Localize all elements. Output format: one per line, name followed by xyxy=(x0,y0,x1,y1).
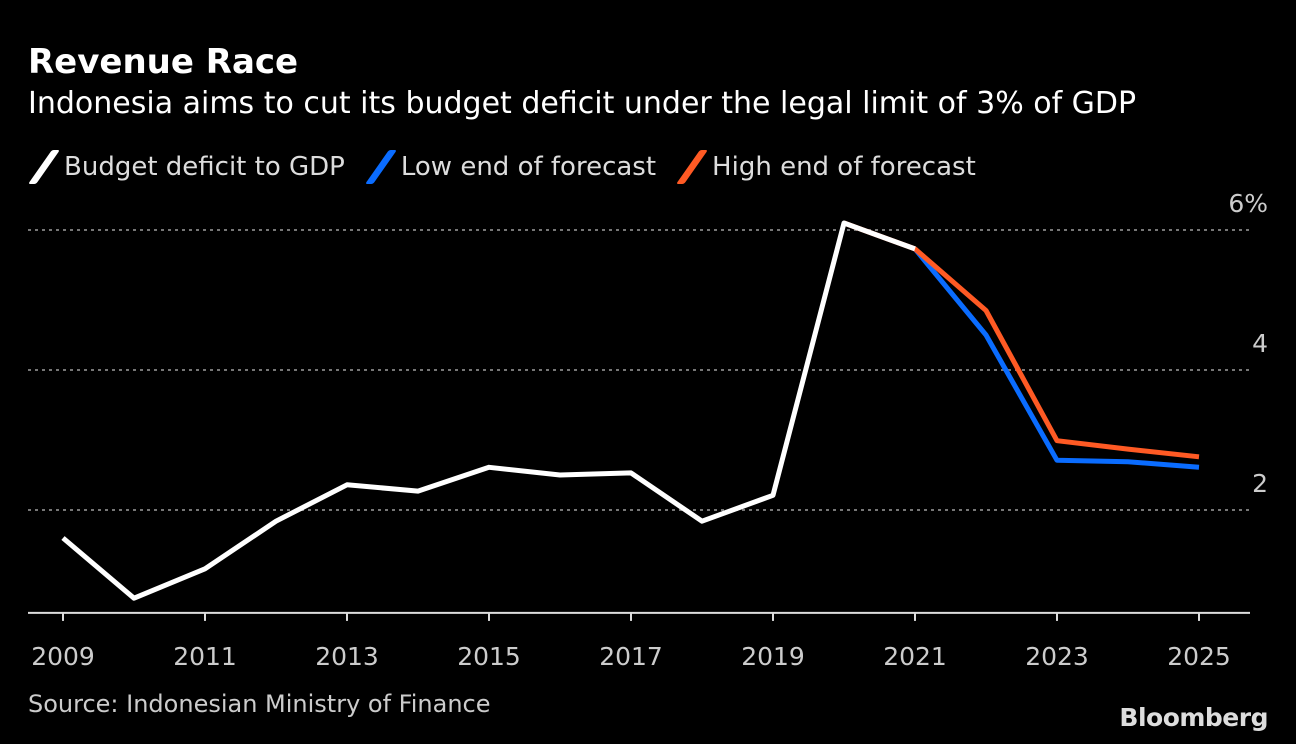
legend-label: Budget deficit to GDP xyxy=(64,152,345,182)
y-tick-label: 6% xyxy=(1228,189,1268,218)
source-note: Source: Indonesian Ministry of Finance xyxy=(28,690,491,718)
x-tick-label: 2017 xyxy=(599,642,663,671)
legend: Budget deficit to GDP Low end of forecas… xyxy=(28,150,976,184)
bloomberg-logo: Bloomberg xyxy=(1119,703,1268,732)
x-tick-label: 2021 xyxy=(883,642,947,671)
chart-subtitle: Indonesia aims to cut its budget deficit… xyxy=(28,86,1137,121)
x-tick-label: 2009 xyxy=(31,642,95,671)
series-line-budget-deficit-to-gdp xyxy=(61,220,916,601)
y-tick-label: 4 xyxy=(1252,329,1268,358)
x-tick-label: 2015 xyxy=(457,642,521,671)
y-tick-label: 2 xyxy=(1252,469,1268,498)
x-tick-label: 2019 xyxy=(741,642,805,671)
chart-title: Revenue Race xyxy=(28,42,299,82)
x-tick-label: 2025 xyxy=(1167,642,1231,671)
x-tick-label: 2013 xyxy=(315,642,379,671)
legend-label: High end of forecast xyxy=(712,152,976,182)
legend-item-high: High end of forecast xyxy=(676,150,976,184)
legend-item-deficit: Budget deficit to GDP xyxy=(28,150,345,184)
legend-item-low: Low end of forecast xyxy=(364,150,657,184)
series-line-low-end-of-forecast xyxy=(913,247,1200,470)
series-line-high-end-of-forecast xyxy=(843,220,1200,460)
x-tick-label: 2011 xyxy=(173,642,237,671)
legend-label: Low end of forecast xyxy=(400,152,657,182)
x-tick-label: 2023 xyxy=(1025,642,1089,671)
